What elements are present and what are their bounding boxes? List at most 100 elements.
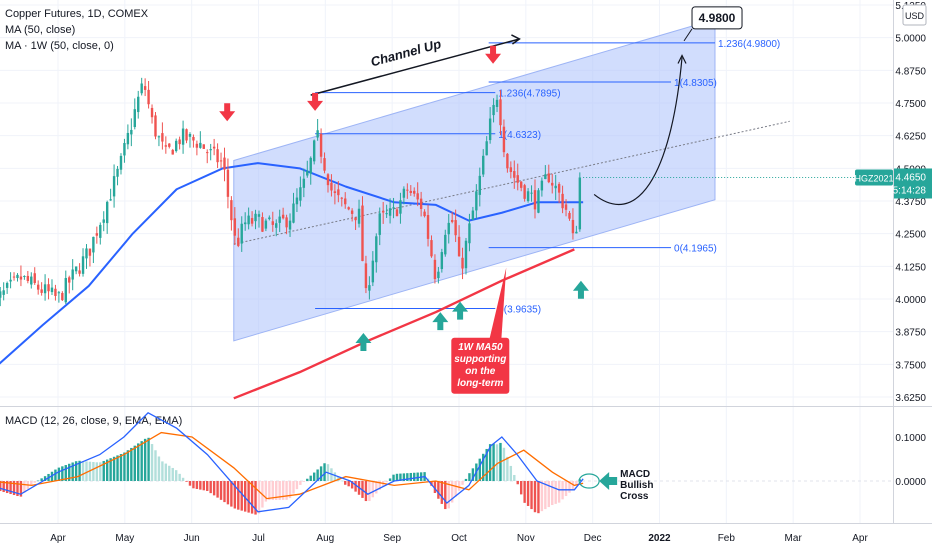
red-down-arrow[interactable] — [307, 92, 324, 111]
candle-body[interactable] — [288, 220, 292, 230]
candle-body[interactable] — [544, 174, 547, 180]
candle-body[interactable] — [509, 167, 513, 172]
candle-body[interactable] — [78, 270, 81, 274]
red-down-arrow[interactable] — [219, 103, 236, 122]
candle-body[interactable] — [354, 217, 357, 221]
candle-body[interactable] — [140, 83, 143, 94]
candle-body[interactable] — [578, 177, 582, 230]
candle-body[interactable] — [26, 275, 30, 282]
candle-body[interactable] — [447, 222, 450, 235]
candle-body[interactable] — [157, 136, 161, 138]
candle-body[interactable] — [71, 269, 74, 280]
candle-body[interactable] — [206, 152, 209, 154]
candle-body[interactable] — [482, 155, 485, 175]
current-price-badge[interactable] — [894, 168, 932, 199]
candle-body[interactable] — [561, 193, 564, 209]
candle-body[interactable] — [174, 140, 178, 152]
candle-body[interactable] — [485, 141, 488, 156]
candle-body[interactable] — [40, 289, 43, 293]
candle-body[interactable] — [133, 109, 136, 128]
candle-body[interactable] — [333, 191, 337, 194]
candle-body[interactable] — [457, 236, 461, 257]
candle-body[interactable] — [413, 190, 416, 194]
candle-body[interactable] — [212, 146, 216, 149]
candle-body[interactable] — [123, 142, 126, 156]
candle-body[interactable] — [264, 220, 268, 229]
candle-body[interactable] — [233, 218, 237, 236]
candle-body[interactable] — [64, 278, 67, 303]
candle-body[interactable] — [402, 188, 406, 198]
candle-body[interactable] — [154, 115, 157, 137]
candle-body[interactable] — [392, 207, 395, 209]
candle-body[interactable] — [268, 217, 271, 220]
candle-body[interactable] — [361, 205, 364, 262]
candle-body[interactable] — [299, 187, 302, 201]
candle-body[interactable] — [30, 276, 33, 285]
candle-body[interactable] — [126, 132, 130, 145]
candle-body[interactable] — [130, 129, 133, 135]
candle-body[interactable] — [281, 214, 285, 219]
candle-body[interactable] — [319, 133, 323, 157]
candle-body[interactable] — [33, 273, 36, 283]
target-callout-box[interactable] — [691, 6, 743, 30]
candle-body[interactable] — [16, 274, 19, 279]
candle-body[interactable] — [399, 200, 402, 214]
candle-body[interactable] — [312, 140, 316, 162]
candle-body[interactable] — [506, 153, 509, 169]
ma50-line[interactable] — [0, 162, 584, 372]
candle-body[interactable] — [302, 178, 306, 188]
macd-signal-line[interactable] — [0, 431, 584, 500]
candle-body[interactable] — [61, 292, 64, 301]
candle-body[interactable] — [74, 266, 78, 272]
candle-body[interactable] — [161, 133, 164, 142]
candle-body[interactable] — [216, 149, 219, 163]
candle-body[interactable] — [209, 149, 212, 151]
green-up-arrow[interactable] — [572, 280, 589, 299]
symbol-badge[interactable] — [855, 169, 893, 186]
candle-body[interactable] — [526, 191, 530, 202]
candle-body[interactable] — [195, 143, 199, 148]
candle-body[interactable] — [99, 224, 102, 238]
candle-body[interactable] — [275, 223, 278, 228]
candle-body[interactable] — [47, 284, 50, 292]
candle-body[interactable] — [568, 212, 571, 219]
candle-body[interactable] — [454, 220, 457, 236]
candle-body[interactable] — [423, 211, 426, 217]
candle-body[interactable] — [12, 276, 16, 278]
candle-body[interactable] — [523, 185, 526, 199]
candle-body[interactable] — [223, 157, 226, 170]
candle-body[interactable] — [347, 207, 350, 210]
candle-body[interactable] — [95, 233, 99, 236]
green-up-arrow[interactable] — [452, 301, 469, 320]
candle-body[interactable] — [292, 203, 295, 223]
candle-body[interactable] — [575, 231, 578, 234]
candle-body[interactable] — [254, 213, 257, 222]
candle-body[interactable] — [230, 200, 233, 221]
candle-body[interactable] — [5, 282, 9, 288]
candle-body[interactable] — [171, 149, 174, 155]
candle-body[interactable] — [257, 214, 261, 217]
candle-body[interactable] — [102, 219, 105, 223]
red-down-arrow[interactable] — [485, 45, 502, 64]
candle-body[interactable] — [105, 201, 109, 224]
candle-body[interactable] — [502, 126, 506, 153]
candle-body[interactable] — [237, 237, 240, 246]
candle-body[interactable] — [406, 189, 409, 191]
candle-body[interactable] — [271, 221, 274, 225]
candle-body[interactable] — [261, 217, 264, 232]
candle-body[interactable] — [357, 208, 361, 224]
candle-body[interactable] — [378, 213, 381, 235]
candle-body[interactable] — [0, 291, 2, 298]
candle-body[interactable] — [492, 104, 495, 116]
candle-body[interactable] — [112, 176, 116, 197]
candle-body[interactable] — [409, 190, 412, 193]
candle-body[interactable] — [164, 145, 168, 147]
candle-body[interactable] — [199, 142, 202, 148]
candle-body[interactable] — [364, 263, 368, 289]
candle-body[interactable] — [309, 157, 312, 174]
candle-body[interactable] — [519, 181, 523, 188]
candle-body[interactable] — [250, 218, 254, 224]
candle-body[interactable] — [381, 210, 385, 213]
candle-body[interactable] — [81, 256, 85, 274]
